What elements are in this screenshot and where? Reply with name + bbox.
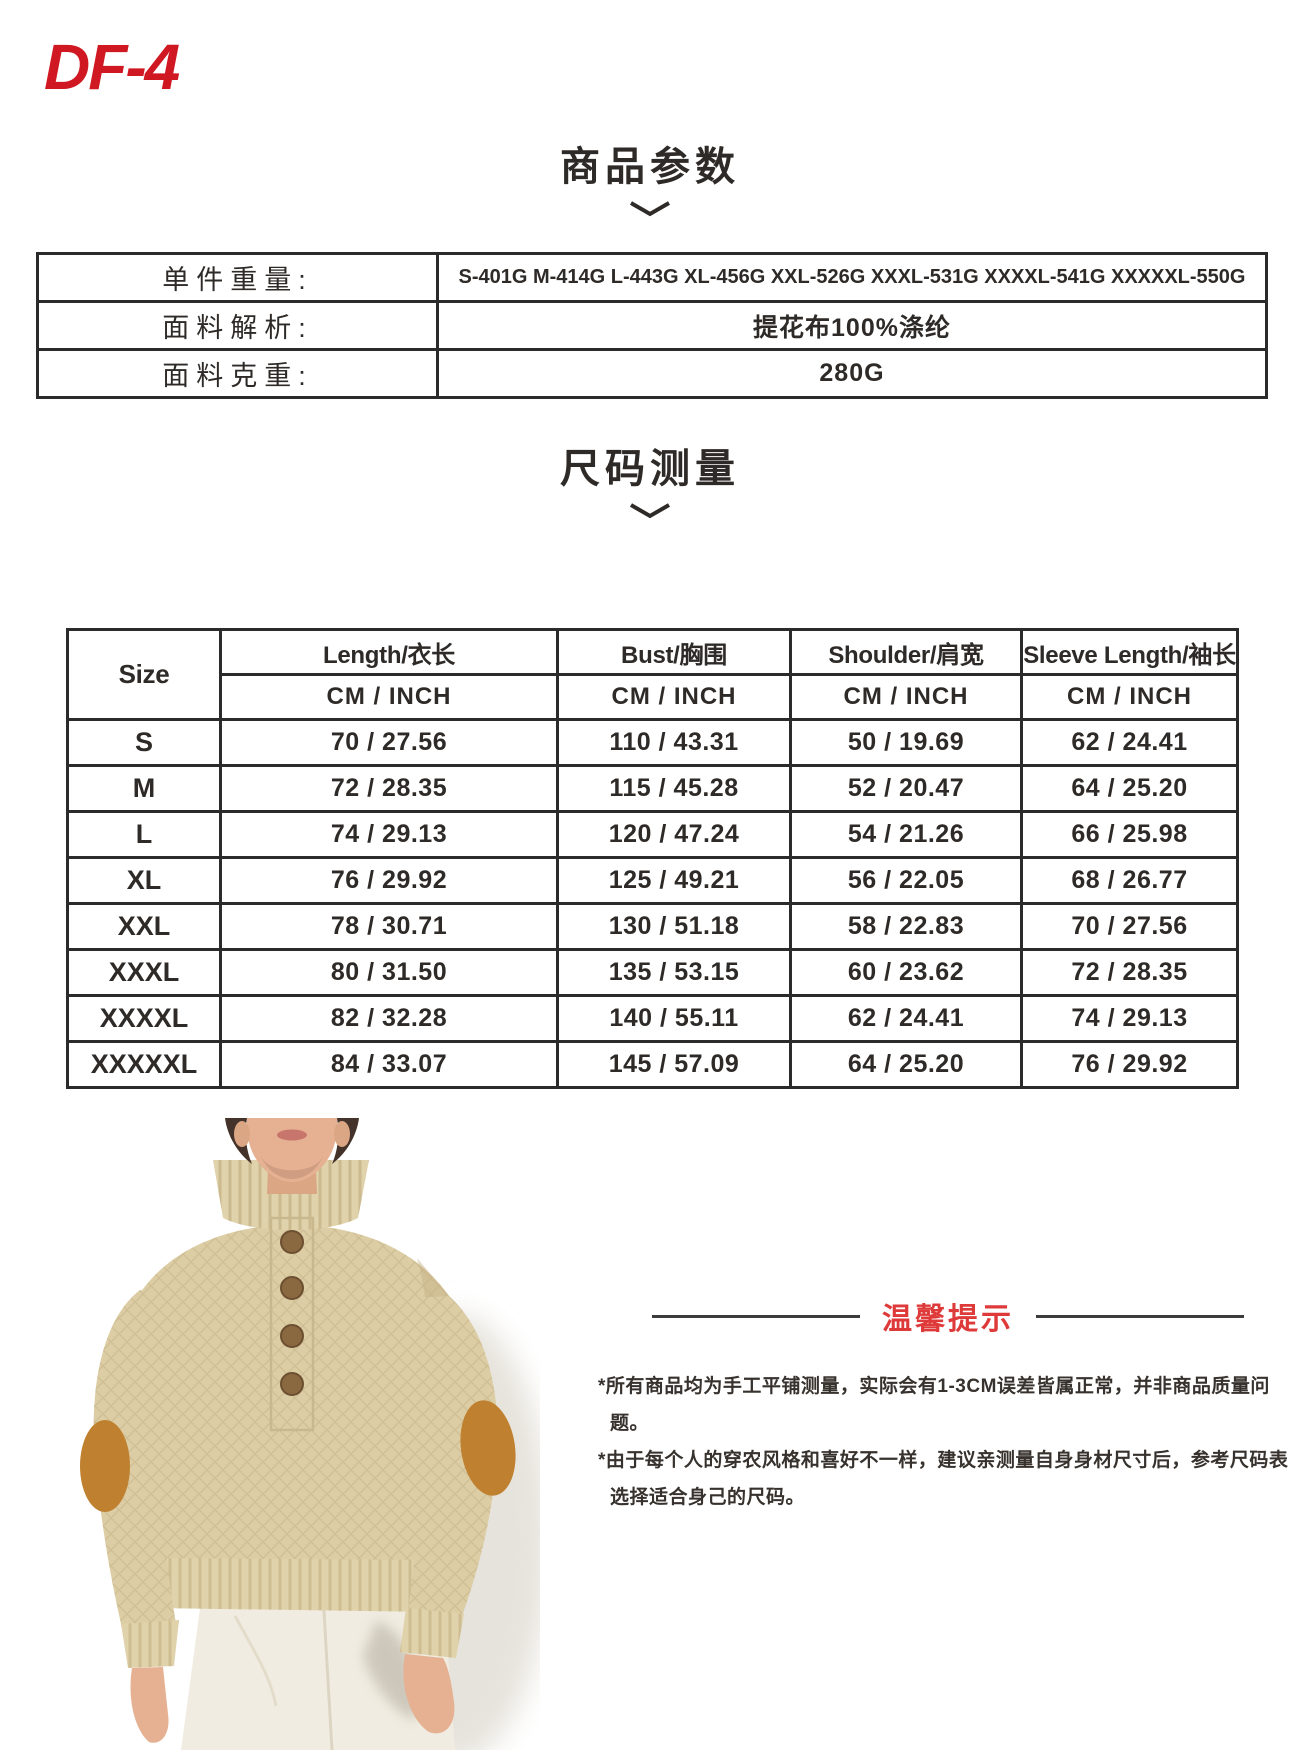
divider-line bbox=[1036, 1314, 1244, 1318]
elbow-patch bbox=[80, 1420, 130, 1512]
shoulder-cell: 56 / 22.05 bbox=[789, 856, 1023, 905]
size-chart-table: Size Length/衣长 Bust/胸围 Shoulder/肩宽 Sleev… bbox=[66, 628, 1239, 1089]
size-cell: XXL bbox=[66, 902, 222, 951]
size-cell: XXXXL bbox=[66, 994, 222, 1043]
length-cell: 76 / 29.92 bbox=[219, 856, 559, 905]
chevron-down-icon bbox=[0, 200, 1300, 223]
bust-cell: 135 / 53.15 bbox=[556, 948, 792, 997]
tips-body: *所有商品均为手工平铺测量，实际会有1-3CM误差皆属正常，并非商品质量问题。 … bbox=[598, 1368, 1298, 1516]
col-header-sleeve: Sleeve Length/袖长 bbox=[1020, 628, 1239, 676]
param-label: 单件重量: bbox=[36, 252, 439, 303]
table-row: XXL 78 / 30.71 130 / 51.18 58 / 22.83 70… bbox=[66, 902, 1239, 951]
tips-section: 温馨提示 *所有商品均为手工平铺测量，实际会有1-3CM误差皆属正常，并非商品质… bbox=[598, 1294, 1298, 1516]
unit-cell: CM / INCH bbox=[1020, 673, 1239, 721]
col-header-size: Size bbox=[66, 628, 222, 721]
shoulder-cell: 60 / 23.62 bbox=[789, 948, 1023, 997]
sleeve-cell: 76 / 29.92 bbox=[1020, 1040, 1239, 1089]
product-params-table: 单件重量: S-401G M-414G L-443G XL-456G XXL-5… bbox=[36, 252, 1268, 399]
shoulder-cell: 58 / 22.83 bbox=[789, 902, 1023, 951]
model-illustration bbox=[80, 1118, 540, 1750]
param-value: 提花布100%涤纶 bbox=[436, 300, 1268, 351]
model-code: DF-4 bbox=[44, 31, 180, 103]
bust-cell: 145 / 57.09 bbox=[556, 1040, 792, 1089]
table-row: XXXXL 82 / 32.28 140 / 55.11 62 / 24.41 … bbox=[66, 994, 1239, 1043]
table-row: M 72 / 28.35 115 / 45.28 52 / 20.47 64 /… bbox=[66, 764, 1239, 813]
product-model-photo bbox=[55, 1118, 540, 1750]
shoulder-cell: 62 / 24.41 bbox=[789, 994, 1023, 1043]
table-row: L 74 / 29.13 120 / 47.24 54 / 21.26 66 /… bbox=[66, 810, 1239, 859]
length-cell: 80 / 31.50 bbox=[219, 948, 559, 997]
sleeve-cell: 66 / 25.98 bbox=[1020, 810, 1239, 859]
chevron-down-icon bbox=[0, 502, 1300, 525]
param-value: S-401G M-414G L-443G XL-456G XXL-526G XX… bbox=[436, 252, 1268, 303]
col-header-bust: Bust/胸围 bbox=[556, 628, 792, 676]
bust-cell: 130 / 51.18 bbox=[556, 902, 792, 951]
table-unit-row: CM / INCH CM / INCH CM / INCH CM / INCH bbox=[68, 673, 1239, 721]
bust-cell: 140 / 55.11 bbox=[556, 994, 792, 1043]
table-row: XXXXXL 84 / 33.07 145 / 57.09 64 / 25.20… bbox=[66, 1040, 1239, 1089]
section-title-params: 商品参数 bbox=[560, 145, 740, 189]
param-value: 280G bbox=[436, 348, 1268, 399]
sleeve-cell: 72 / 28.35 bbox=[1020, 948, 1239, 997]
divider-line bbox=[652, 1314, 860, 1318]
sleeve-cell: 74 / 29.13 bbox=[1020, 994, 1239, 1043]
length-cell: 84 / 33.07 bbox=[219, 1040, 559, 1089]
tips-header: 温馨提示 bbox=[598, 1294, 1298, 1338]
length-cell: 74 / 29.13 bbox=[219, 810, 559, 859]
section-title-sizes: 尺码测量 bbox=[560, 447, 740, 491]
tips-title: 温馨提示 bbox=[882, 1303, 1014, 1336]
length-cell: 82 / 32.28 bbox=[219, 994, 559, 1043]
unit-cell: CM / INCH bbox=[556, 673, 792, 721]
col-header-length: Length/衣长 bbox=[219, 628, 559, 676]
bust-cell: 125 / 49.21 bbox=[556, 856, 792, 905]
unit-cell: CM / INCH bbox=[789, 673, 1023, 721]
shoulder-cell: 64 / 25.20 bbox=[789, 1040, 1023, 1089]
sleeve-cell: 70 / 27.56 bbox=[1020, 902, 1239, 951]
table-row: 面料克重: 280G bbox=[36, 348, 1268, 399]
section-size-measure: 尺码测量 bbox=[0, 436, 1300, 525]
tip-line: *所有商品均为手工平铺测量，实际会有1-3CM误差皆属正常，并非商品质量问题。 bbox=[598, 1376, 1270, 1435]
sleeve-cell: 64 / 25.20 bbox=[1020, 764, 1239, 813]
sleeve-cell: 68 / 26.77 bbox=[1020, 856, 1239, 905]
bust-cell: 110 / 43.31 bbox=[556, 718, 792, 767]
bust-cell: 120 / 47.24 bbox=[556, 810, 792, 859]
length-cell: 70 / 27.56 bbox=[219, 718, 559, 767]
table-row: 面料解析: 提花布100%涤纶 bbox=[36, 300, 1268, 351]
length-cell: 78 / 30.71 bbox=[219, 902, 559, 951]
param-label: 面料解析: bbox=[36, 300, 439, 351]
param-label: 面料克重: bbox=[36, 348, 439, 399]
size-cell: M bbox=[66, 764, 222, 813]
table-row: XXXL 80 / 31.50 135 / 53.15 60 / 23.62 7… bbox=[66, 948, 1239, 997]
table-row: 单件重量: S-401G M-414G L-443G XL-456G XXL-5… bbox=[36, 252, 1268, 303]
elbow-patch bbox=[460, 1400, 516, 1496]
size-cell: L bbox=[66, 810, 222, 859]
size-cell: XL bbox=[66, 856, 222, 905]
table-row: XL 76 / 29.92 125 / 49.21 56 / 22.05 68 … bbox=[66, 856, 1239, 905]
shoulder-cell: 50 / 19.69 bbox=[789, 718, 1023, 767]
size-cell: XXXL bbox=[66, 948, 222, 997]
section-product-params: 商品参数 bbox=[0, 134, 1300, 223]
shoulder-cell: 52 / 20.47 bbox=[789, 764, 1023, 813]
sleeve-cell: 62 / 24.41 bbox=[1020, 718, 1239, 767]
col-header-shoulder: Shoulder/肩宽 bbox=[789, 628, 1023, 676]
table-row: S 70 / 27.56 110 / 43.31 50 / 19.69 62 /… bbox=[66, 718, 1239, 767]
table-header-row: Size Length/衣长 Bust/胸围 Shoulder/肩宽 Sleev… bbox=[66, 628, 1239, 721]
bust-cell: 115 / 45.28 bbox=[556, 764, 792, 813]
size-cell: S bbox=[66, 718, 222, 767]
shoulder-cell: 54 / 21.26 bbox=[789, 810, 1023, 859]
tip-line: *由于每个人的穿农风格和喜好不一样，建议亲测量自身身材尺寸后，参考尺码表选择适合… bbox=[598, 1450, 1289, 1509]
size-cell: XXXXXL bbox=[66, 1040, 222, 1089]
unit-cell: CM / INCH bbox=[219, 673, 559, 721]
collar-buttons bbox=[280, 1230, 304, 1396]
length-cell: 72 / 28.35 bbox=[219, 764, 559, 813]
